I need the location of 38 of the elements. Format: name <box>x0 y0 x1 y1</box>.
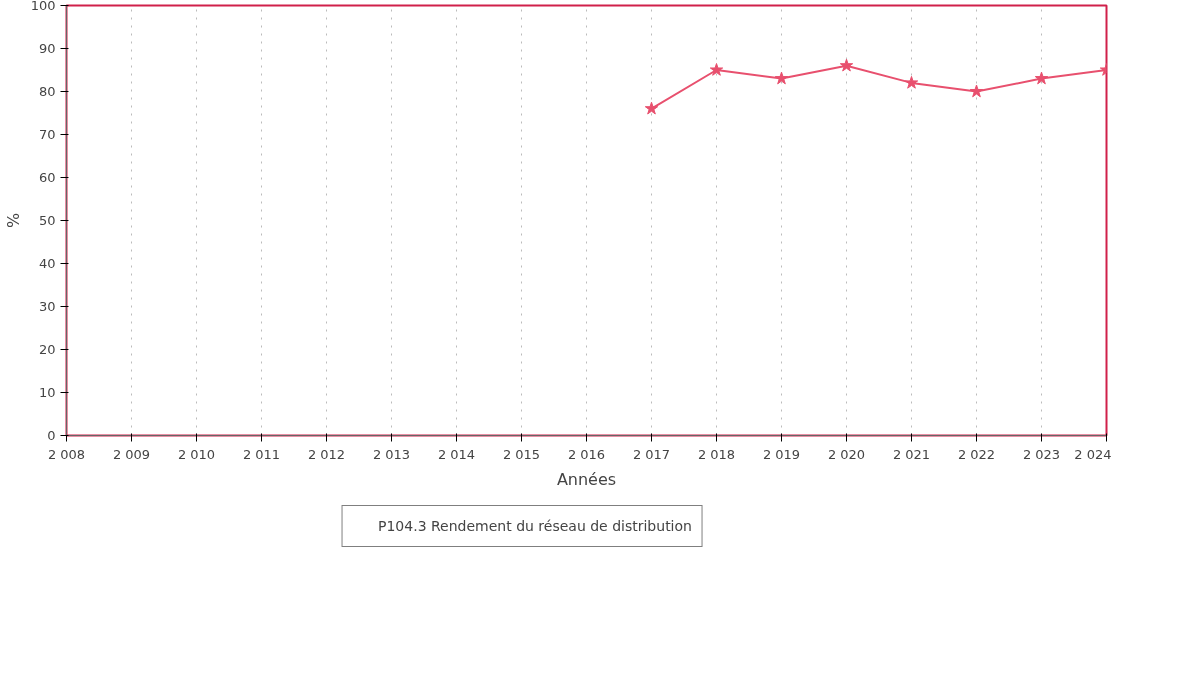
point <box>709 63 724 76</box>
x-tick-label: 2 020 <box>827 446 866 462</box>
y-tick-label: 100 <box>30 0 56 13</box>
x-tick-label: 2 008 <box>47 446 86 462</box>
x-tick-label: 2 017 <box>632 446 671 462</box>
y-tick-label: 0 <box>47 428 56 443</box>
x-axis-title: Années <box>556 469 617 489</box>
x-tick-label: 2 016 <box>567 446 606 462</box>
x-tick-label: 2 011 <box>242 446 281 462</box>
y-tick-label: 10 <box>38 385 56 400</box>
y-tick-label: 60 <box>38 170 56 185</box>
x-tick-label: 2 015 <box>502 446 541 462</box>
x-tick-label: 2 009 <box>112 446 151 462</box>
y-tick-label: 40 <box>38 256 56 271</box>
x-tick-label: 2 018 <box>697 446 736 462</box>
x-tick-label: 2 013 <box>372 446 411 462</box>
x-tick-label: 2 014 <box>437 446 476 462</box>
y-tick-label: 20 <box>38 342 56 357</box>
point <box>644 101 659 115</box>
point <box>969 84 984 98</box>
y-tick-label: 70 <box>38 127 56 142</box>
point <box>1034 71 1049 85</box>
x-tick-label: 2 019 <box>762 446 801 462</box>
y-tick-label: 90 <box>38 41 56 56</box>
x-tick-label: 2 012 <box>307 446 346 462</box>
x-tick-label: 2 023 <box>1022 446 1061 462</box>
text: P104.3 Rendement du réseau de distribution <box>378 518 692 534</box>
y-axis-title: % <box>3 212 23 229</box>
y-tick-label: 80 <box>38 84 56 99</box>
x-tick-label: 2 024 <box>1074 446 1112 462</box>
y-tick-label: 30 <box>38 299 56 314</box>
y-tick-label: 50 <box>38 213 56 228</box>
point <box>839 58 854 72</box>
x-tick-label: 2 021 <box>892 446 931 462</box>
x-tick-label: 2 010 <box>177 446 216 462</box>
point <box>904 75 919 89</box>
x-tick-label: 2 022 <box>957 446 996 462</box>
point <box>774 71 789 85</box>
